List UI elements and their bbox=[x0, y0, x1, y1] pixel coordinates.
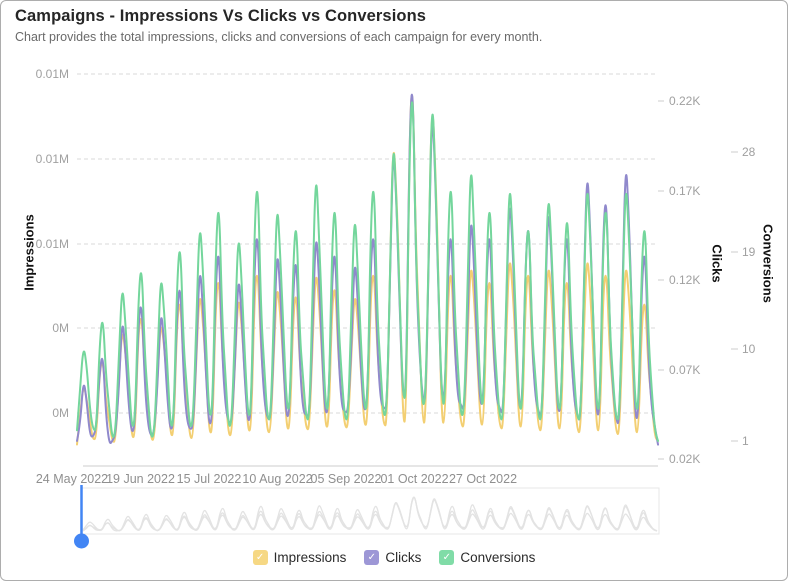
y-axis-label-clicks: 0.07K bbox=[669, 363, 700, 377]
x-axis-label: 01 Oct 2022 bbox=[380, 472, 448, 486]
y-axis-label-conversions: 19 bbox=[742, 245, 756, 259]
legend-item-impressions[interactable]: ✓ Impressions bbox=[252, 550, 347, 565]
navigator-series-conversions bbox=[82, 496, 658, 532]
x-axis-label: 27 Oct 2022 bbox=[449, 472, 517, 486]
y-axis-label-impressions: 0M bbox=[52, 321, 69, 335]
y-axis-label-clicks: 0.02K bbox=[669, 452, 700, 466]
y-axis-label-impressions: 0.01M bbox=[36, 152, 69, 166]
y-axis-label-clicks: 0.12K bbox=[669, 273, 700, 287]
x-axis-label: 15 Jul 2022 bbox=[177, 472, 242, 486]
legend: ✓ Impressions ✓ Clicks ✓ Conversions bbox=[1, 550, 787, 565]
x-axis-label: 10 Aug 2022 bbox=[242, 472, 312, 486]
y-axis-label-clicks: 0.22K bbox=[669, 94, 700, 108]
x-axis-label: 24 May 2022 bbox=[36, 472, 108, 486]
y-axis-label-conversions: 28 bbox=[742, 145, 756, 159]
x-axis-label: 19 Jun 2022 bbox=[106, 472, 175, 486]
series-line-conversions[interactable] bbox=[76, 101, 659, 442]
y-axis-title-conversions: Conversions bbox=[760, 224, 776, 303]
x-axis-label: 05 Sep 2022 bbox=[311, 472, 382, 486]
legend-item-clicks[interactable]: ✓ Clicks bbox=[364, 550, 421, 565]
checkbox-checked-icon[interactable]: ✓ bbox=[252, 550, 268, 565]
chart-title: Campaigns - Impressions Vs Clicks vs Con… bbox=[15, 7, 427, 25]
legend-label-conversions: Conversions bbox=[460, 550, 536, 565]
legend-label-clicks: Clicks bbox=[385, 550, 422, 565]
y-axis-label-conversions: 10 bbox=[742, 342, 756, 356]
chart-subtitle: Chart provides the total impressions, cl… bbox=[15, 30, 543, 44]
y-axis-title-impressions: Impressions bbox=[21, 214, 37, 291]
legend-item-conversions[interactable]: ✓ Conversions bbox=[439, 550, 535, 565]
legend-label-impressions: Impressions bbox=[273, 550, 347, 565]
y-axis-title-clicks: Clicks bbox=[709, 244, 725, 283]
y-axis-label-impressions: 0.01M bbox=[36, 67, 69, 81]
checkbox-checked-icon[interactable]: ✓ bbox=[364, 550, 380, 565]
y-axis-label-impressions: 0M bbox=[52, 406, 69, 420]
y-axis-label-conversions: 1 bbox=[742, 434, 749, 448]
checkbox-checked-icon[interactable]: ✓ bbox=[439, 550, 455, 565]
y-axis-label-clicks: 0.17K bbox=[669, 184, 700, 198]
y-axis-label-impressions: 0.01M bbox=[36, 237, 69, 251]
navigator-handle[interactable] bbox=[74, 533, 89, 549]
